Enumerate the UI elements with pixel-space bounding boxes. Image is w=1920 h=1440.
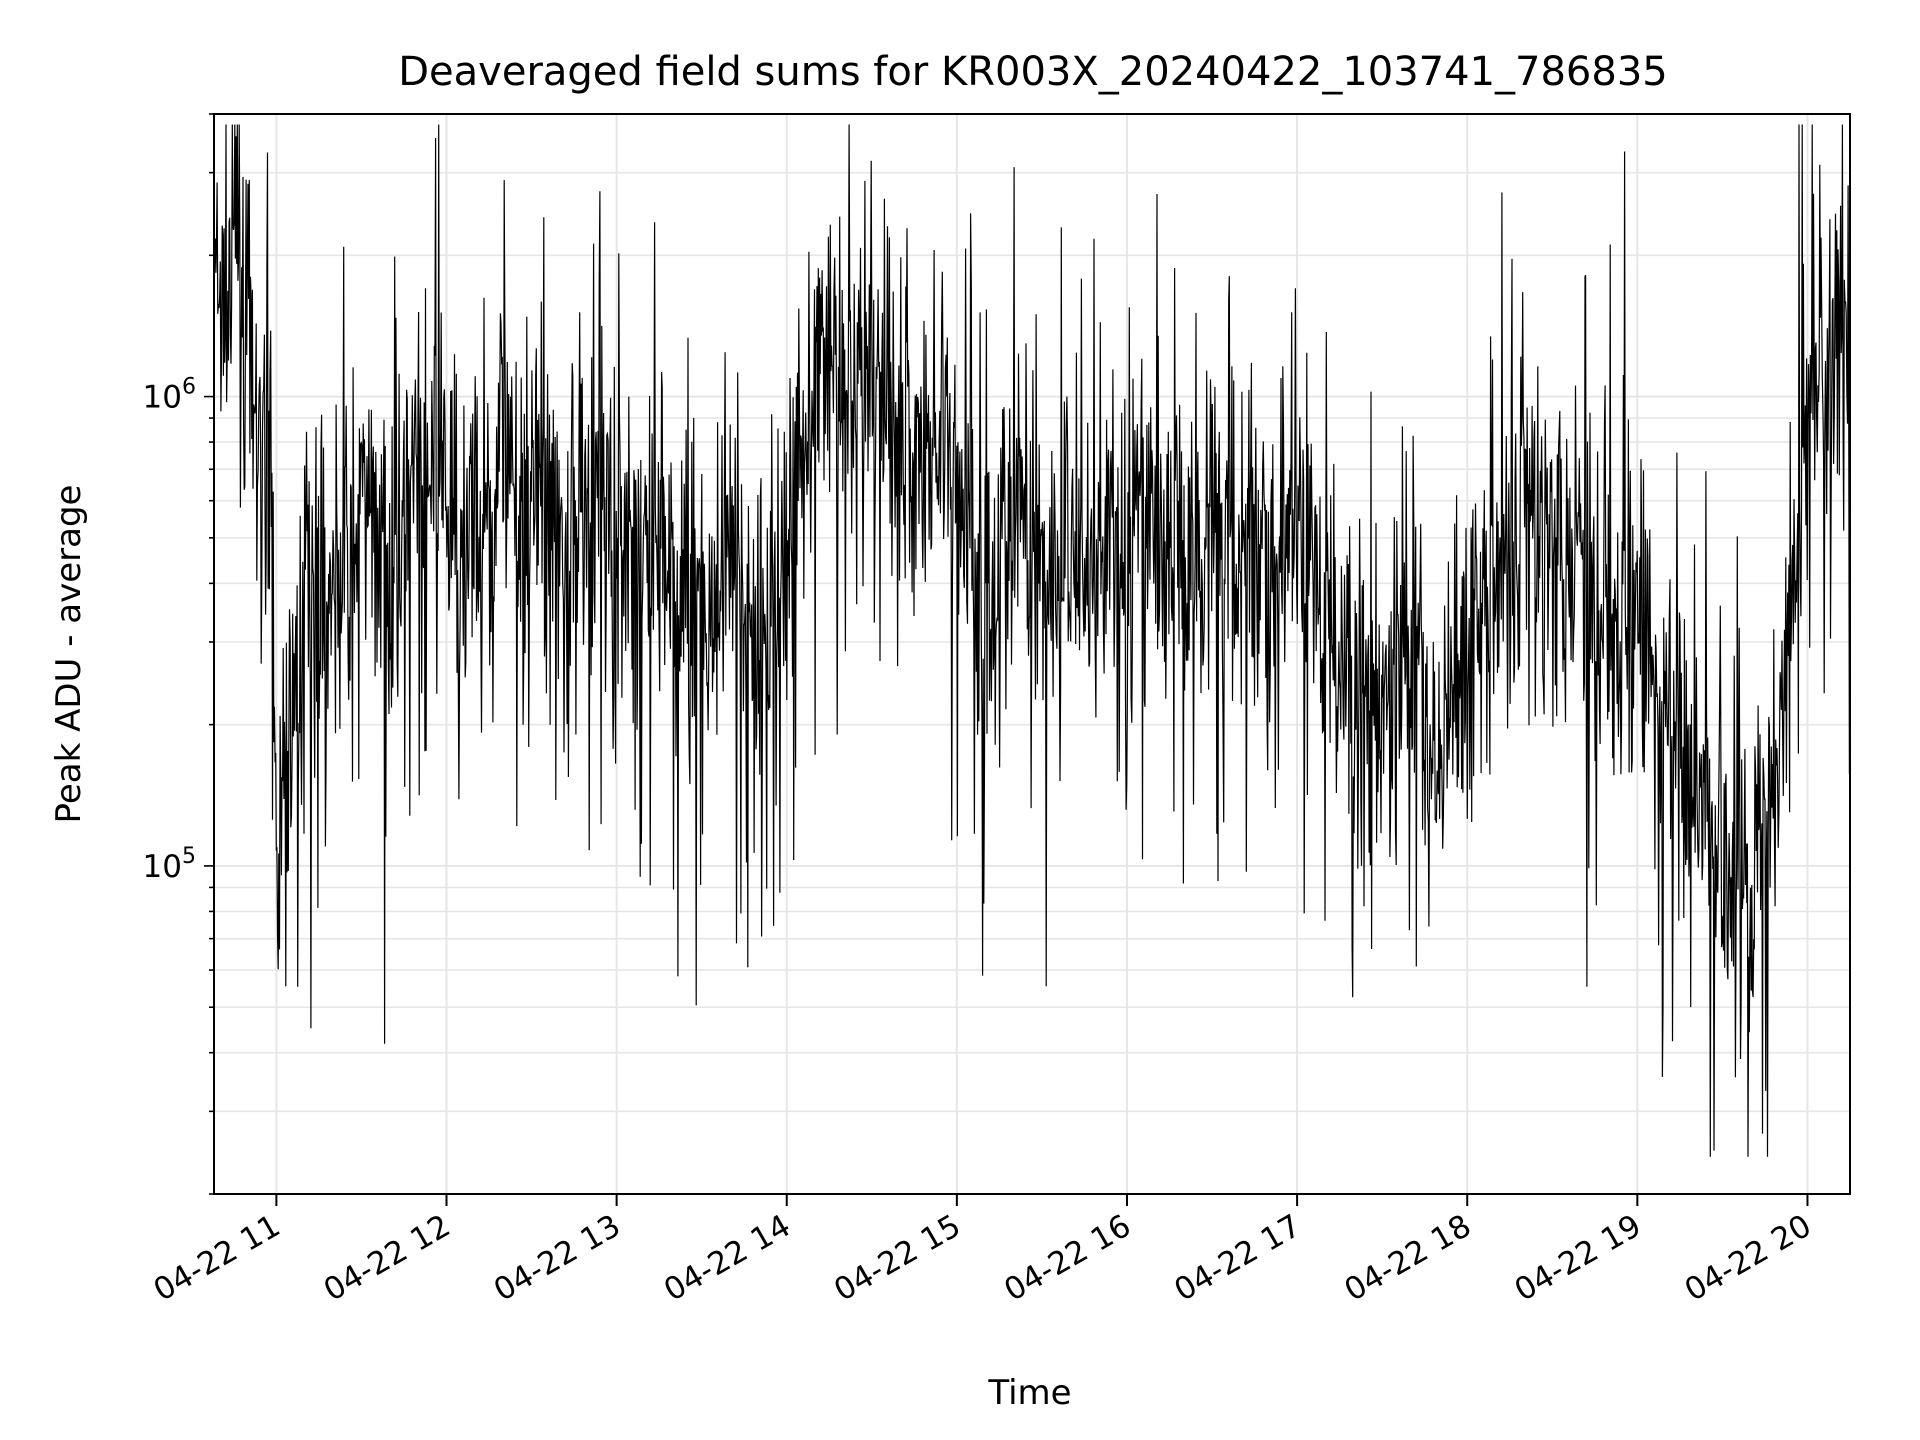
- plot-area: [214, 124, 1850, 1157]
- chart-title: Deaveraged field sums for KR003X_2024042…: [398, 49, 1667, 95]
- y-tick-label: 105: [143, 844, 196, 885]
- y-axis: 105 106: [143, 113, 214, 1195]
- y-axis-label: Peak ADU - average: [49, 485, 89, 824]
- y-tick-label: 106: [143, 375, 196, 416]
- x-axis-label: Time: [987, 1373, 1071, 1413]
- series-line: [214, 124, 1850, 1157]
- plot-frame: [213, 113, 1851, 1195]
